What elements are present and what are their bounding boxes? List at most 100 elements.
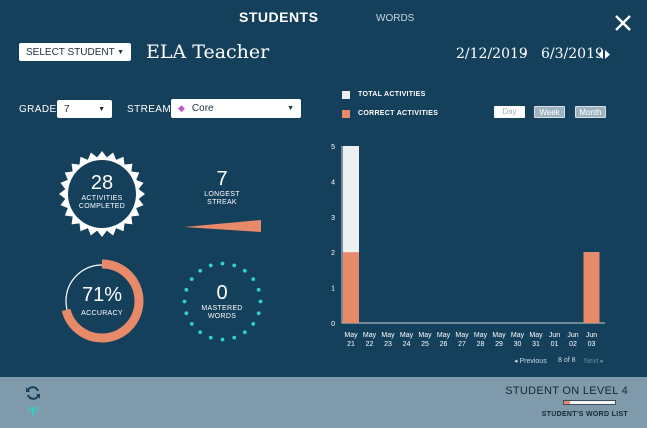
chevron-down-icon: ▼ [117,48,124,56]
x-tick-label: 02 [569,341,577,348]
grade-dropdown[interactable]: 7 ▼ [57,100,112,118]
refresh-icon[interactable] [25,385,41,401]
legend-correct-swatch [342,110,350,118]
mastered-dotted-ring [182,261,263,342]
x-tick-label: 30 [514,341,522,348]
legend-total-label: TOTAL ACTIVITIES [358,91,426,98]
select-student-label: SELECT STUDENT [26,46,115,58]
grade-value: 7 [64,103,70,115]
x-tick-label: May [418,332,432,339]
accuracy-label: ACCURACY [81,310,123,317]
bar-correct [343,252,359,323]
broadcast-icon[interactable] [26,403,40,417]
period-month-button[interactable]: Month [575,106,606,118]
pager-previous[interactable]: ◂ Previous [514,358,547,365]
accuracy-value: 71% [81,284,123,306]
stream-label: STREAM [127,104,172,115]
x-tick-label: 21 [347,341,355,348]
mastered-dot [256,311,261,316]
x-tick-label: 25 [421,341,429,348]
mastered-dot [184,311,189,316]
activities-badge-icon [59,151,145,237]
date-separator: - [522,46,527,62]
streak-value: 7 [216,168,228,190]
date-end[interactable]: 6/3/2019 [541,46,604,62]
x-tick-label: 26 [440,341,448,348]
mastered-dot [251,321,256,326]
y-tick-label: 3 [331,215,335,222]
x-tick-label: 27 [458,341,466,348]
student-level: STUDENT ON LEVEL 4 [505,385,628,397]
mastered-dot [232,335,237,340]
mastered-dot [242,330,247,335]
mastered-dot [208,263,213,268]
mastered-dot [232,263,237,268]
mastered-dot [258,299,263,304]
x-tick-label: 03 [588,341,596,348]
mastered-dot [198,330,203,335]
mastered-value: 0 [216,282,228,304]
x-tick-label: 23 [384,341,392,348]
x-tick-label: 01 [551,341,559,348]
x-tick-label: 29 [495,341,503,348]
date-arrows-icon[interactable] [598,50,610,59]
x-tick-label: May [381,332,395,339]
mastered-dot [182,299,187,304]
tab-words[interactable]: WORDS [376,13,415,24]
mastered-dot [242,268,247,273]
select-student-dropdown[interactable]: SELECT STUDENT ▼ [19,43,131,61]
footer-bar [0,377,647,428]
y-tick-label: 2 [331,250,335,257]
period-week-button[interactable]: Week [534,106,565,118]
pager-page: 8 of 8 [558,357,576,364]
activities-label: ACTIVITIES COMPLETED [78,195,126,210]
mastered-dot [198,268,203,273]
pager-next[interactable]: Next ▸ [584,358,604,365]
x-tick-label: Jun [549,332,560,339]
close-icon[interactable] [612,12,634,34]
grade-label: GRADE [19,104,57,115]
x-tick-label: May [437,332,451,339]
activities-chart: 012345May21May22May23May24May25May26May2… [331,144,605,348]
mastered-dot [220,337,225,342]
y-tick-label: 0 [331,321,335,328]
date-start[interactable]: 2/12/2019 [456,46,528,62]
mastered-dot [251,277,256,282]
y-tick-label: 5 [331,144,335,151]
page-title: ELA Teacher [146,41,270,63]
level-progress-fill [564,401,571,404]
x-tick-label: May [344,332,358,339]
legend-total-swatch [342,91,350,99]
x-tick-label: Jun [567,332,578,339]
tab-students[interactable]: STUDENTS [239,9,319,25]
chevron-down-icon: ▼ [98,105,105,113]
mastered-dot [184,287,189,292]
streak-label: LONGEST STREAK [204,191,240,206]
mastered-dot [256,287,261,292]
mastered-dot [220,261,225,266]
activities-value: 28 [90,172,114,194]
legend-correct-label: CORRECT ACTIVITIES [358,110,439,117]
x-tick-label: 31 [532,341,540,348]
mastered-dot [208,335,213,340]
x-tick-label: 24 [403,341,411,348]
mastered-dot [189,277,194,282]
bar-correct [583,252,600,323]
x-tick-label: May [363,332,377,339]
student-word-list-link[interactable]: STUDENT'S WORD LIST [541,411,628,418]
x-tick-label: 22 [366,341,374,348]
stream-value: Core [191,103,214,114]
x-tick-label: May [400,332,414,339]
streak-wedge-icon [184,220,261,232]
x-tick-label: Jun [586,332,597,339]
period-day-button[interactable]: Day [494,106,525,118]
chevron-down-icon: ▼ [287,105,294,112]
diamond-icon: ◆ [178,103,185,113]
x-tick-label: May [455,332,469,339]
stream-dropdown[interactable]: ◆ Core ▼ [171,99,301,118]
y-tick-label: 4 [331,179,335,186]
accuracy-ring [60,259,144,343]
y-tick-label: 1 [331,286,335,293]
x-tick-label: May [474,332,488,339]
mastered-label: MASTERED WORDS [201,305,243,320]
